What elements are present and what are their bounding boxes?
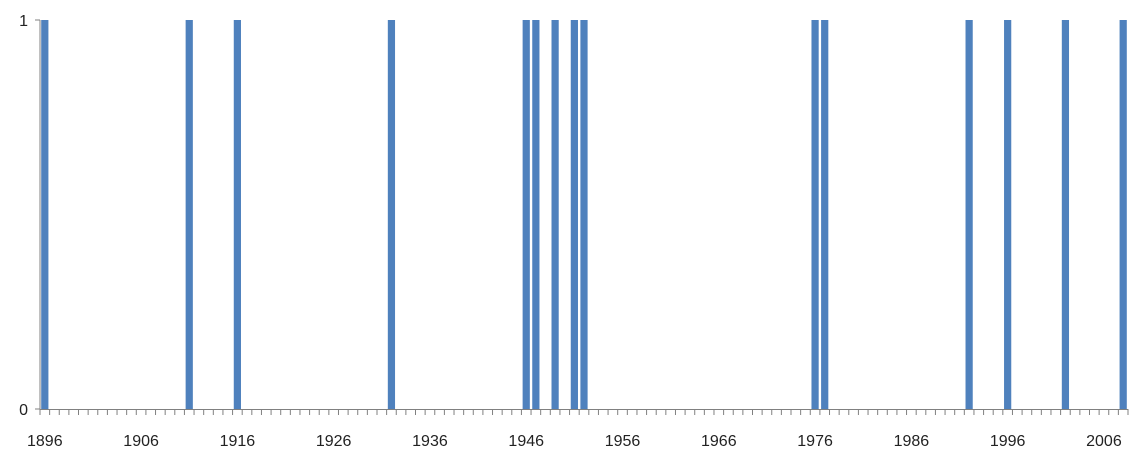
- y-tick-labels: 01: [19, 13, 28, 419]
- bar-2002: [1061, 20, 1070, 409]
- axes-layer: [35, 19, 1128, 410]
- x-tick-label: 1956: [605, 433, 641, 450]
- bar-1952: [580, 20, 588, 409]
- y-tick-label: 1: [19, 13, 28, 30]
- bar-1996: [1004, 20, 1012, 409]
- x-tick-label: 1936: [412, 433, 448, 450]
- bar-2008: [1119, 20, 1127, 409]
- x-tick-label: 1906: [123, 433, 159, 450]
- x-tick-label: 1996: [990, 433, 1026, 450]
- bars-layer: [41, 20, 1127, 409]
- y-tick-label: 0: [19, 402, 28, 419]
- bar-1916: [233, 20, 241, 409]
- x-tick-label: 1966: [701, 433, 737, 450]
- bar-1932: [387, 20, 396, 409]
- bar-1976: [811, 20, 819, 409]
- bar-1911: [185, 20, 193, 409]
- bar-1977: [821, 20, 829, 409]
- bar-1992: [965, 20, 973, 409]
- x-tick-label: 1926: [316, 433, 352, 450]
- x-ticks-layer: [39, 409, 1129, 415]
- x-tick-labels: 1896 1906 1916 1926 1936 1946 1956 1966 1976 1986…: [27, 433, 1122, 450]
- x-tick-label: 2006: [1086, 433, 1122, 450]
- x-tick-label: 1896: [27, 433, 63, 450]
- bar-1949: [551, 20, 559, 409]
- bar-1896: [41, 20, 49, 409]
- bar-1947: [532, 20, 540, 409]
- x-tick-label: 1986: [894, 433, 930, 450]
- bar-1951: [570, 20, 578, 409]
- bar-1946: [522, 20, 530, 409]
- x-tick-label: 1946: [508, 433, 544, 450]
- x-tick-label: 1916: [220, 433, 256, 450]
- x-tick-label: 1976: [797, 433, 833, 450]
